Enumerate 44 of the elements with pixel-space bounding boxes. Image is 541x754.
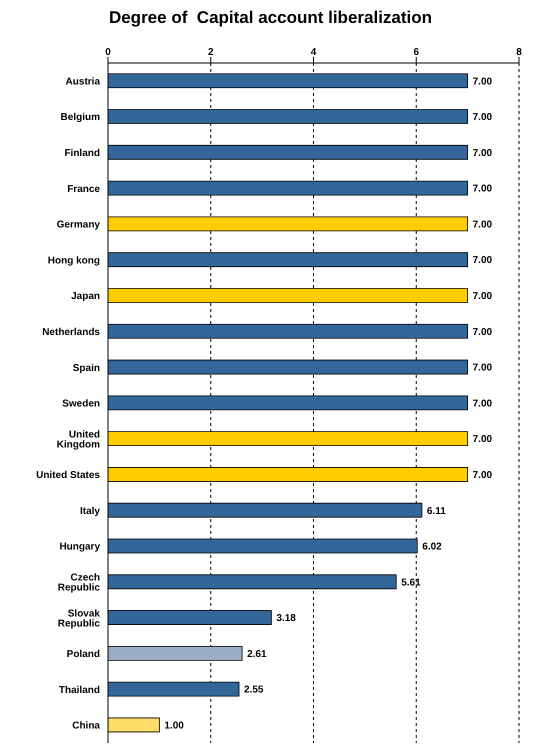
data-label: 2.61 <box>247 648 267 660</box>
y-tick-label: Spain <box>72 362 100 374</box>
y-tick-label: Czech Republic <box>58 572 100 594</box>
y-tick-label: Hong kong <box>48 255 100 266</box>
data-label: 7.00 <box>472 291 493 302</box>
y-tick-label: Italy <box>80 506 100 517</box>
data-label: 7.00 <box>472 362 493 374</box>
x-tick-label: 4 <box>310 47 317 58</box>
x-tick-label: 0 <box>105 47 112 58</box>
data-label: 5.61 <box>401 577 422 588</box>
y-tick-label: Belgium <box>60 112 100 124</box>
y-tick-label: Poland <box>66 649 100 660</box>
data-label: 7.00 <box>472 470 493 481</box>
data-label: 2.55 <box>244 684 264 696</box>
data-label: 7.00 <box>472 184 493 195</box>
chart-title: Degree of Capital account liberalization <box>108 8 434 28</box>
y-tick-label: France <box>67 184 100 195</box>
data-label: 7.00 <box>472 148 493 159</box>
y-tick-label: Austria <box>66 76 100 88</box>
y-tick-label: China <box>72 720 100 732</box>
y-tick-label: Thailand <box>58 684 100 696</box>
data-label: 6.11 <box>426 506 446 517</box>
data-label: 7.00 <box>472 219 493 230</box>
y-tick-label: United States <box>36 470 100 482</box>
data-label: 7.00 <box>472 398 493 410</box>
data-label: 7.00 <box>472 326 493 338</box>
y-tick-label: Slovak Republic <box>58 608 100 630</box>
data-label: 6.02 <box>422 542 442 553</box>
data-label: 1.00 <box>164 720 184 732</box>
data-label: 7.00 <box>472 255 493 266</box>
y-tick-label: Japan <box>71 291 100 302</box>
y-tick-label: Germany <box>56 220 100 231</box>
data-label: 3.18 <box>276 613 296 624</box>
y-tick-label: Netherlands <box>42 326 100 338</box>
data-label: 7.00 <box>472 434 493 446</box>
x-tick-label: 6 <box>413 47 420 58</box>
x-tick-label: 2 <box>208 47 214 58</box>
x-tick-label: 8 <box>516 47 522 58</box>
data-label: 7.00 <box>472 112 493 124</box>
y-tick-label: Hungary <box>59 542 100 553</box>
y-tick-label: Sweden <box>62 398 100 410</box>
y-tick-label: Finland <box>64 148 100 160</box>
data-label: 7.00 <box>472 76 493 88</box>
y-tick-label: United Kingdom <box>56 429 100 450</box>
